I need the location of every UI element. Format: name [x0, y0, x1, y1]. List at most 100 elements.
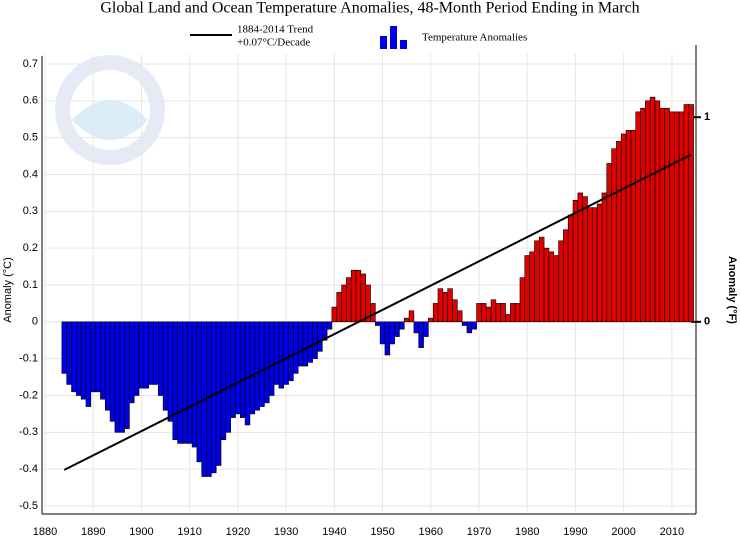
bar [534, 240, 540, 323]
bar [403, 317, 410, 323]
bar [635, 111, 641, 323]
bar [268, 321, 275, 396]
x-tick-label: 2010 [660, 526, 684, 538]
bar [558, 240, 564, 323]
bar [95, 321, 101, 393]
bar [317, 321, 323, 352]
y-tick-label: -0.4 [19, 463, 38, 475]
bar [466, 321, 473, 334]
x-tick-label: 1910 [177, 526, 201, 538]
bar [278, 321, 284, 389]
y-tick-label: -0.2 [19, 389, 38, 401]
x-tick-label: 1950 [370, 526, 394, 538]
bar [71, 321, 77, 393]
bar [244, 321, 251, 426]
trend-line [63, 153, 692, 471]
y-tick-label: 0.4 [23, 168, 38, 180]
x-tick-label: 1900 [129, 526, 153, 538]
bar [148, 321, 154, 385]
bar [182, 321, 188, 444]
bar [336, 292, 342, 323]
x-tick-label: 1980 [515, 526, 539, 538]
bar [592, 207, 598, 323]
bar [114, 321, 121, 433]
legend-icon [380, 26, 407, 49]
bar [428, 317, 434, 323]
bar [481, 303, 487, 323]
bar [321, 321, 328, 341]
y2-tick-label: 0 [704, 316, 710, 328]
y-tick-label: -0.3 [19, 426, 38, 438]
x-tick-label: 1890 [81, 526, 105, 538]
legend-note: +0.07°C/Decade [237, 37, 310, 49]
y-tick-label: 0.2 [23, 242, 38, 254]
bar [66, 321, 72, 385]
bar [264, 321, 270, 404]
bar [673, 111, 680, 323]
bar [606, 163, 612, 323]
bar [659, 107, 665, 323]
bar [645, 100, 651, 323]
bar [172, 321, 178, 441]
bar [76, 321, 82, 396]
bar [500, 303, 506, 323]
x-tick-label: 1930 [274, 526, 298, 538]
y-tick-label: 0.6 [23, 95, 38, 107]
bar [553, 255, 559, 323]
bar [519, 277, 526, 323]
bar [259, 321, 265, 407]
bar [162, 321, 169, 411]
bar [191, 321, 198, 448]
bar [514, 303, 521, 323]
bar [418, 321, 424, 348]
bar [196, 321, 203, 463]
bar [375, 321, 381, 326]
bar [669, 111, 675, 323]
bar [293, 321, 299, 374]
y-tick-label: 0 [32, 316, 38, 328]
bar [664, 107, 670, 323]
bar [432, 303, 439, 323]
bar [254, 321, 260, 411]
bar [630, 130, 637, 323]
bar [423, 321, 429, 337]
bar [616, 141, 622, 323]
bar [379, 321, 386, 345]
bar [510, 303, 516, 323]
bar [524, 255, 530, 323]
bar [456, 310, 463, 323]
y-tick-label: -0.5 [19, 500, 38, 512]
bar [90, 321, 96, 393]
bar [640, 107, 646, 323]
bar [85, 321, 92, 407]
bar [341, 284, 347, 323]
x-tick-label: 1960 [419, 526, 443, 538]
bar [346, 277, 352, 323]
bar [485, 306, 492, 323]
y-tick-label: 0.7 [23, 58, 38, 70]
bar [129, 321, 135, 404]
bar [620, 133, 627, 323]
bar [678, 111, 685, 323]
y2-axis-label: Anomaly (°F) [726, 256, 738, 324]
bar [563, 229, 569, 323]
bar [220, 321, 227, 441]
bar [133, 321, 140, 396]
bar [442, 292, 448, 323]
bar [331, 306, 338, 323]
bar [186, 321, 193, 444]
bar [649, 96, 656, 323]
bar [225, 321, 231, 433]
bar [490, 299, 497, 323]
bar [80, 321, 87, 400]
bar [654, 100, 661, 323]
bar [355, 269, 362, 323]
bar [567, 214, 574, 323]
bar [312, 321, 318, 359]
bar [240, 321, 246, 418]
y-tick-label: 0.3 [23, 205, 38, 217]
bar [389, 321, 395, 345]
bar [505, 314, 511, 323]
bar [384, 321, 391, 356]
